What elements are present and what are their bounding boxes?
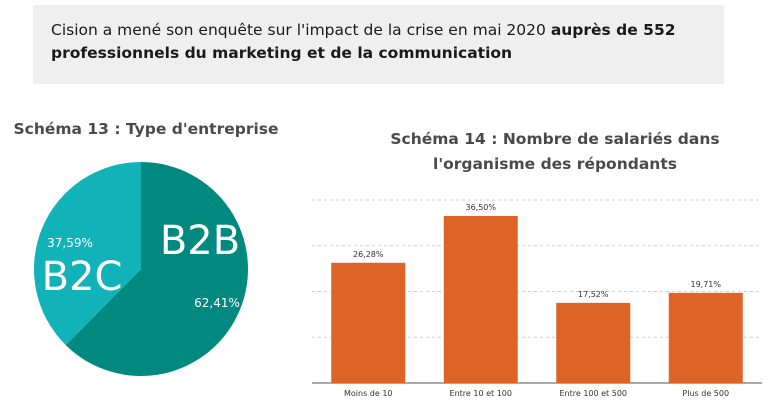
x-tick-label: Entre 10 et 100 [450, 389, 512, 398]
pie-value-b2c: 37,59% [47, 236, 93, 250]
intro-bold-text: auprès de 552 professionnels du marketin… [51, 21, 676, 62]
bar [331, 262, 406, 383]
bar [556, 302, 631, 383]
bar [443, 216, 518, 383]
pie-label-b2b: B2B [160, 218, 240, 264]
x-tick-label: Plus de 500 [682, 389, 729, 398]
bar-chart-title: Schéma 14 : Nombre de salariés dans l'or… [390, 130, 720, 173]
intro-text: Cision a mené son enquête sur l'impact d… [51, 21, 551, 39]
x-tick-label: Moins de 10 [344, 389, 393, 398]
pie-label-b2c: B2C [42, 254, 123, 300]
pie-chart-title: Schéma 13 : Type d'entreprise [13, 120, 279, 138]
pie-slice-b2c [34, 162, 142, 346]
bar-value-label: 36,50% [465, 203, 496, 212]
bar-value-label: 17,52% [578, 290, 609, 299]
bar-value-label: 26,28% [353, 250, 384, 259]
x-tick-label: Entre 100 et 500 [559, 389, 627, 398]
pie-value-b2b: 62,41% [194, 296, 240, 310]
pie-slice-b2b [65, 162, 248, 376]
bar-value-label: 19,71% [690, 280, 721, 289]
bar [668, 292, 743, 383]
intro-panel: Cision a mené son enquête sur l'impact d… [33, 5, 724, 84]
